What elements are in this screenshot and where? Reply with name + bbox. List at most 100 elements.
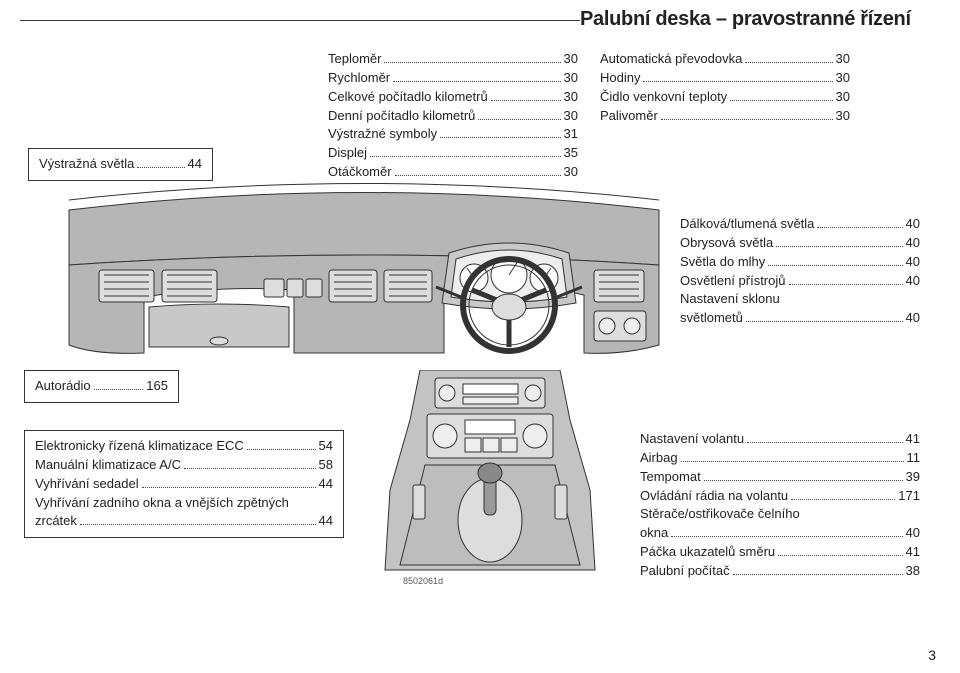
block-radio: Autorádio 165: [24, 370, 179, 403]
page-number: 3: [928, 647, 936, 663]
toc-leader: [643, 81, 832, 82]
block-climate: Elektronicky řízená klimatizace ECC 54Man…: [24, 430, 344, 538]
toc-label: Nastavení sklonu: [680, 290, 920, 309]
toc-page: 30: [564, 69, 578, 88]
center-console-illustration: [365, 370, 615, 575]
toc-leader: [745, 62, 832, 63]
toc-page: 11: [907, 449, 921, 468]
toc-leader: [137, 167, 184, 168]
toc-entry: Elektronicky řízená klimatizace ECC 54: [35, 437, 333, 456]
toc-page: 44: [319, 512, 333, 531]
toc-leader: [789, 284, 903, 285]
toc-label: Airbag: [640, 449, 678, 468]
toc-label: Automatická převodovka: [600, 50, 742, 69]
toc-leader: [817, 227, 902, 228]
toc-label: Světla do mlhy: [680, 253, 765, 272]
toc-page: 40: [906, 234, 920, 253]
toc-entry: Manuální klimatizace A/C58: [35, 456, 333, 475]
toc-leader: [704, 480, 903, 481]
toc-leader: [778, 555, 902, 556]
toc-leader: [791, 499, 895, 500]
toc-entry: Osvětlení přístrojů40: [680, 272, 920, 291]
toc-entry: Dálková/tlumená světla40: [680, 215, 920, 234]
toc-entry: Obrysová světla 40: [680, 234, 920, 253]
toc-label: Stěrače/ostřikovače čelního: [640, 505, 920, 524]
toc-entry: Automatická převodovka30: [600, 50, 850, 69]
toc-page: 40: [906, 524, 920, 543]
illustration-code: 8502061d: [403, 576, 443, 586]
toc-leader: [393, 81, 560, 82]
toc-label: Teploměr: [328, 50, 381, 69]
toc-page: 165: [146, 377, 168, 396]
toc-leader: [746, 321, 903, 322]
toc-label: Vyhřívání zadního okna a vnějších zpětný…: [35, 494, 333, 513]
toc-label: okna: [640, 524, 668, 543]
toc-leader: [80, 524, 316, 525]
toc-entry: Palivoměr 30: [600, 107, 850, 126]
toc-leader: [776, 246, 902, 247]
toc-label: Ovládání rádia na volantu: [640, 487, 788, 506]
toc-entry: Nastavení volantu 41: [640, 430, 920, 449]
toc-label: světlometů: [680, 309, 743, 328]
toc-label: Palivoměr: [600, 107, 658, 126]
toc-leader: [661, 119, 833, 120]
toc-entry: Výstražné symboly31: [328, 125, 578, 144]
toc-entry: Teploměr30: [328, 50, 578, 69]
toc-label: Nastavení volantu: [640, 430, 744, 449]
toc-leader: [142, 487, 316, 488]
toc-entry: Světla do mlhy 40: [680, 253, 920, 272]
toc-page: 39: [906, 468, 920, 487]
toc-page: 41: [906, 543, 920, 562]
toc-label: Čidlo venkovní teploty: [600, 88, 727, 107]
page-title: Palubní deska – pravostranné řízení: [580, 8, 928, 31]
toc-leader: [491, 100, 561, 101]
toc-label: Osvětlení přístrojů: [680, 272, 786, 291]
toc-leader: [440, 137, 560, 138]
toc-entry: Palubní počítač 38: [640, 562, 920, 581]
toc-page: 58: [319, 456, 333, 475]
toc-page: 171: [898, 487, 920, 506]
toc-leader: [733, 574, 903, 575]
block-lights: Dálková/tlumená světla40Obrysová světla 4…: [680, 215, 920, 328]
toc-label: Tempomat: [640, 468, 701, 487]
toc-entry: Displej 35: [328, 144, 578, 163]
toc-page: 38: [906, 562, 920, 581]
toc-entry: Čidlo venkovní teploty 30: [600, 88, 850, 107]
toc-entry: Výstražná světla44: [39, 155, 202, 174]
toc-leader: [730, 100, 832, 101]
toc-leader: [184, 468, 316, 469]
toc-entry: Autorádio 165: [35, 377, 168, 396]
toc-entry: Denní počítadlo kilometrů30: [328, 107, 578, 126]
toc-label: Palubní počítač: [640, 562, 730, 581]
toc-page: 35: [564, 144, 578, 163]
toc-label: Elektronicky řízená klimatizace ECC: [35, 437, 244, 456]
toc-entry: Vyhřívání sedadel44: [35, 475, 333, 494]
toc-entry: světlometů40: [680, 309, 920, 328]
toc-page: 31: [564, 125, 578, 144]
toc-page: 41: [906, 430, 920, 449]
toc-page: 40: [906, 215, 920, 234]
toc-page: 30: [836, 107, 850, 126]
block-instruments: Teploměr30Rychloměr30Celkové počítadlo k…: [328, 50, 578, 182]
toc-page: 30: [836, 69, 850, 88]
toc-label: zrcátek: [35, 512, 77, 531]
toc-label: Vyhřívání sedadel: [35, 475, 139, 494]
toc-label: Obrysová světla: [680, 234, 773, 253]
toc-leader: [768, 265, 902, 266]
toc-label: Displej: [328, 144, 367, 163]
toc-label: Výstražná světla: [39, 155, 134, 174]
toc-page: 40: [906, 253, 920, 272]
toc-entry: Tempomat 39: [640, 468, 920, 487]
toc-label: Autorádio: [35, 377, 91, 396]
dashboard-illustration: [64, 175, 664, 360]
toc-page: 30: [836, 88, 850, 107]
toc-leader: [94, 389, 144, 390]
toc-entry: okna 40: [640, 524, 920, 543]
block-gauges: Automatická převodovka30Hodiny30Čidlo ve…: [600, 50, 850, 125]
toc-page: 54: [319, 437, 333, 456]
toc-label: Rychloměr: [328, 69, 390, 88]
toc-entry: Rychloměr 30: [328, 69, 578, 88]
toc-entry: Ovládání rádia na volantu 171: [640, 487, 920, 506]
toc-entry: zrcátek 44: [35, 512, 333, 531]
toc-page: 30: [564, 88, 578, 107]
